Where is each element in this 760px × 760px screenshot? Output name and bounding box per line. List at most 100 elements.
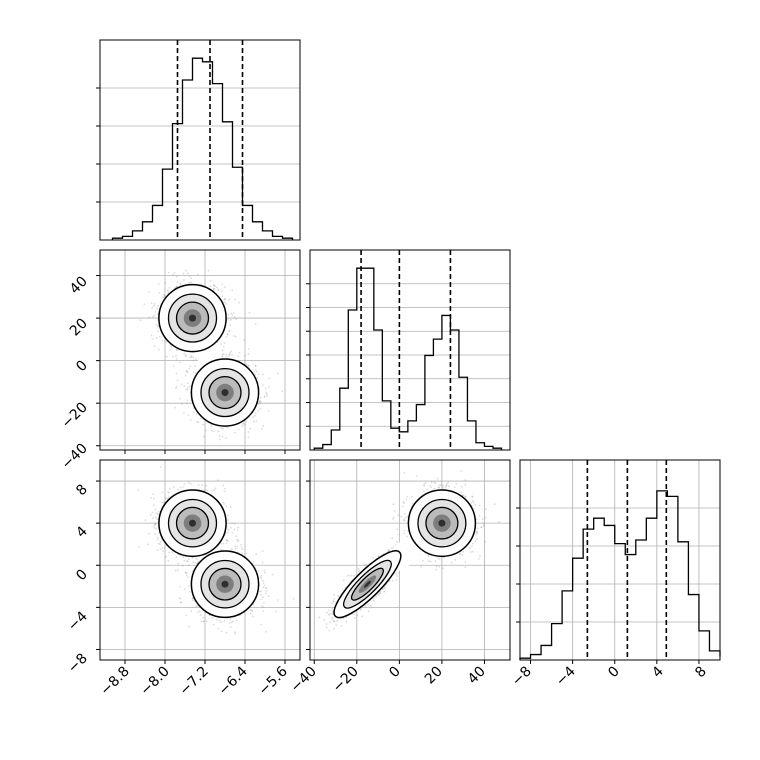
scatter-point <box>177 569 179 572</box>
scatter-point <box>214 487 217 490</box>
scatter-point <box>271 573 274 576</box>
scatter-point <box>263 395 266 398</box>
scatter-point <box>225 631 228 634</box>
scatter-point <box>223 301 226 303</box>
scatter-point <box>165 555 168 558</box>
scatter-point <box>152 517 155 520</box>
panel-frame <box>309 249 511 451</box>
scatter-point <box>179 397 182 400</box>
scatter-point <box>223 503 226 505</box>
scatter-point <box>153 345 156 348</box>
scatter-point <box>220 542 223 545</box>
scatter-point <box>265 394 268 397</box>
scatter-point <box>212 284 215 287</box>
scatter-point <box>183 412 185 414</box>
scatter-point <box>213 284 216 287</box>
scatter-point <box>154 522 156 525</box>
scatter-point <box>249 609 252 612</box>
scatter-point <box>233 528 236 531</box>
scatter-point <box>234 547 237 550</box>
scatter-point <box>192 561 195 564</box>
scatter-point <box>225 355 228 358</box>
scatter-point <box>202 620 205 623</box>
scatter-point <box>245 552 248 555</box>
scatter-point <box>230 350 233 353</box>
scatter-point <box>266 393 268 395</box>
scatter-point <box>149 514 152 516</box>
scatter-point <box>203 435 205 438</box>
scatter-point <box>211 617 213 619</box>
scatter-point <box>223 299 225 301</box>
scatter-point <box>167 491 170 494</box>
scatter-point <box>229 526 232 529</box>
scatter-point <box>247 352 250 355</box>
scatter-point <box>252 416 254 419</box>
scatter-point <box>190 355 193 357</box>
scatter-layer <box>139 269 284 441</box>
scatter-point <box>192 356 195 359</box>
scatter-point <box>261 579 264 582</box>
scatter-point <box>220 290 223 293</box>
scatter-point <box>214 285 216 287</box>
scatter-point <box>143 303 146 305</box>
scatter-point <box>148 291 150 293</box>
scatter-point <box>217 430 220 432</box>
scatter-point <box>148 316 151 318</box>
scatter-point <box>234 631 237 633</box>
scatter-point <box>150 497 153 499</box>
scatter-point <box>174 406 176 409</box>
scatter-point <box>254 412 257 414</box>
scatter-point <box>167 290 169 293</box>
scatter-point <box>262 586 265 588</box>
scatter-point <box>216 286 218 289</box>
plot-area <box>310 250 510 450</box>
scatter-point <box>153 305 155 307</box>
scatter-point <box>188 385 191 388</box>
scatter-point <box>201 484 204 486</box>
scatter-point <box>222 345 225 348</box>
scatter-point <box>152 493 155 496</box>
scatter-point <box>231 531 234 534</box>
scatter-point <box>200 417 202 420</box>
scatter-point <box>183 353 186 355</box>
scatter-point <box>186 572 188 574</box>
scatter-point <box>202 620 205 623</box>
scatter-point <box>159 466 162 468</box>
scatter-point <box>233 522 236 525</box>
scatter-point <box>233 632 236 635</box>
scatter-point <box>198 610 201 613</box>
scatter-point <box>163 546 166 549</box>
scatter-point <box>242 422 245 425</box>
scatter-point <box>227 519 230 521</box>
scatter-point <box>221 349 224 352</box>
scatter-point <box>232 312 235 314</box>
scatter-point <box>165 355 168 358</box>
scatter-point <box>268 377 271 380</box>
scatter-point <box>153 526 156 529</box>
scatter-point <box>237 539 240 542</box>
scatter-point <box>187 387 189 389</box>
scatter-point <box>210 429 213 432</box>
scatter-point <box>186 399 189 402</box>
scatter-point <box>235 619 238 622</box>
scatter-point <box>189 356 192 358</box>
scatter-point <box>155 527 158 530</box>
panel-hist-x1 <box>306 249 511 451</box>
scatter-point <box>186 388 189 391</box>
scatter-point <box>199 614 202 616</box>
scatter-point <box>241 552 244 555</box>
scatter-point <box>183 385 186 387</box>
scatter-point <box>262 610 265 612</box>
scatter-point <box>231 354 233 356</box>
scatter-point <box>253 371 256 373</box>
scatter-point <box>238 352 241 354</box>
scatter-point <box>248 311 251 314</box>
scatter-point <box>264 387 267 390</box>
scatter-point <box>179 283 182 286</box>
scatter-point <box>187 481 190 484</box>
scatter-point <box>154 311 157 313</box>
scatter-point <box>265 587 268 590</box>
scatter-point <box>225 336 228 338</box>
scatter-point <box>226 333 229 336</box>
scatter-point <box>226 333 229 335</box>
